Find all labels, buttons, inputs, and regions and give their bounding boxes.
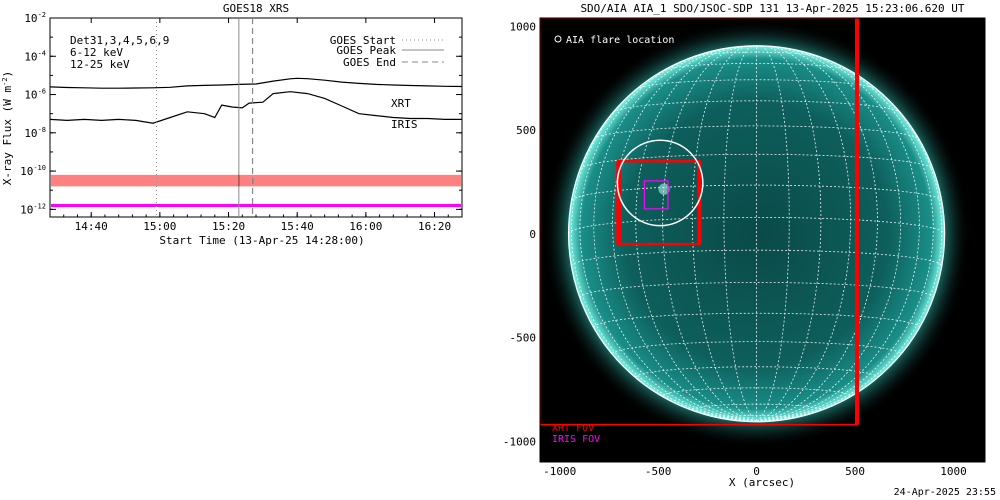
latitude-line (571, 249, 943, 267)
goes-y-ticks: 10-2 10-4 10-6 10-8 10-10 10-12 (20, 11, 462, 216)
longitude-line (756, 48, 920, 422)
latitude-line (568, 217, 945, 234)
latitude-line (593, 125, 920, 140)
flare-legend-circle-icon (554, 35, 562, 43)
x-tick-label: 15:00 (143, 220, 176, 233)
latitude-line (571, 184, 942, 201)
goes-chart-title: GOES18 XRS (223, 2, 289, 15)
solar-disk (568, 45, 945, 422)
x-tick-label: 16:00 (349, 220, 382, 233)
x-tick-label: 15:40 (281, 220, 314, 233)
iris-fov-box (643, 180, 669, 210)
generation-timestamp: 24-Apr-2025 23:55 (894, 487, 996, 498)
active-region-glow (658, 183, 670, 195)
longitude-line (570, 65, 757, 422)
longitude-line (756, 45, 822, 422)
latitude-line (579, 153, 934, 170)
longitude-line (691, 45, 757, 422)
longitude-line (756, 65, 943, 422)
x-tick-label: 16:20 (418, 220, 451, 233)
xrt-series-label: XRT (391, 97, 411, 110)
y-tick-label: 0 (529, 228, 536, 241)
goes-x-ticks: 14:40 15:00 15:20 15:40 16:00 16:20 (49, 18, 463, 233)
x-tick-label: 1000 (940, 465, 967, 478)
iris-fov-legend: IRIS FOV (552, 434, 600, 445)
y-tick-label: 1000 (510, 20, 537, 33)
x-tick-label: -500 (645, 465, 672, 478)
y-tick-label: -500 (510, 332, 537, 345)
goes-xrs-panel: GOES18 XRS 14:40 15:00 15:20 15:40 16:00 16:2… (1, 2, 463, 247)
longitude-line (612, 46, 757, 422)
y-tick-label: 10-4 (24, 49, 46, 63)
longitude-line (756, 46, 878, 422)
legend-detectors: Det31,3,4,5,6,9 (70, 34, 169, 47)
legend-12-25kev: 12-25 keV (70, 58, 130, 71)
y-tick-label: 10-2 (24, 11, 46, 25)
aia-image-panel: SDO/AIA AIA_1 SDO/JSOC-SDP 131 13-Apr-20… (503, 2, 986, 489)
y-tick-label: 10-10 (20, 164, 46, 178)
legend-goes-end: GOES End (343, 56, 396, 69)
xrt-coverage-band (51, 174, 461, 187)
aia-x-ticks: -1000 -500 0 500 1000 (543, 456, 967, 478)
y-tick-label: 10-8 (24, 126, 46, 140)
xrt-fov-legend: XRT FOV (552, 423, 594, 434)
iris-series-label: IRIS (391, 118, 418, 131)
y-tick-label: 500 (516, 124, 536, 137)
longitude-line (593, 48, 757, 422)
x-tick-label: 15:20 (212, 220, 245, 233)
longitude-line (579, 51, 757, 422)
latitude-line (662, 387, 851, 397)
x-tick-label: 500 (845, 465, 865, 478)
y-tick-label: 10-6 (24, 88, 46, 102)
x-tick-label: 14:40 (75, 220, 108, 233)
x-tick-label: 0 (753, 465, 760, 478)
aia-plot-frame (539, 17, 986, 463)
legend-goes-peak: GOES Peak (336, 44, 396, 57)
y-tick-label: 10-12 (20, 202, 46, 216)
solar-limb (567, 45, 946, 423)
flare-legend-text: AIA flare location (566, 35, 674, 46)
aia-flare-location-circle (616, 139, 704, 227)
longitude-line (635, 46, 757, 422)
longitude-line (756, 51, 934, 422)
goes-long-channel-line (49, 77, 463, 89)
x-tick-label: -1000 (543, 465, 576, 478)
legend-6-12kev: 6-12 keV (70, 46, 123, 59)
latitude-line (635, 366, 878, 378)
goes-x-axis-label: Start Time (13-Apr-25 14:28:00) (159, 234, 364, 247)
aia-y-ticks: 1000 500 0 -500 -1000 (503, 20, 546, 448)
aia-x-axis-label: X (arcsec) (729, 476, 795, 489)
goes-series-group (49, 77, 463, 124)
goes-short-channel-line (49, 91, 462, 124)
longitude-line (723, 45, 757, 422)
longitude-line (662, 45, 757, 422)
legend-goes-start: GOES Start (330, 34, 396, 47)
aia-chart-title: SDO/AIA AIA_1 SDO/JSOC-SDP 131 13-Apr-20… (580, 2, 964, 15)
latitude-line (593, 312, 920, 328)
longitude-line (756, 45, 852, 422)
latitude-line (579, 281, 934, 298)
longitude-line (756, 46, 902, 422)
goes-y-axis-label: X-ray Flux (W m-2) (1, 71, 14, 185)
longitude-line (756, 45, 790, 422)
y-tick-label: -1000 (503, 435, 536, 448)
